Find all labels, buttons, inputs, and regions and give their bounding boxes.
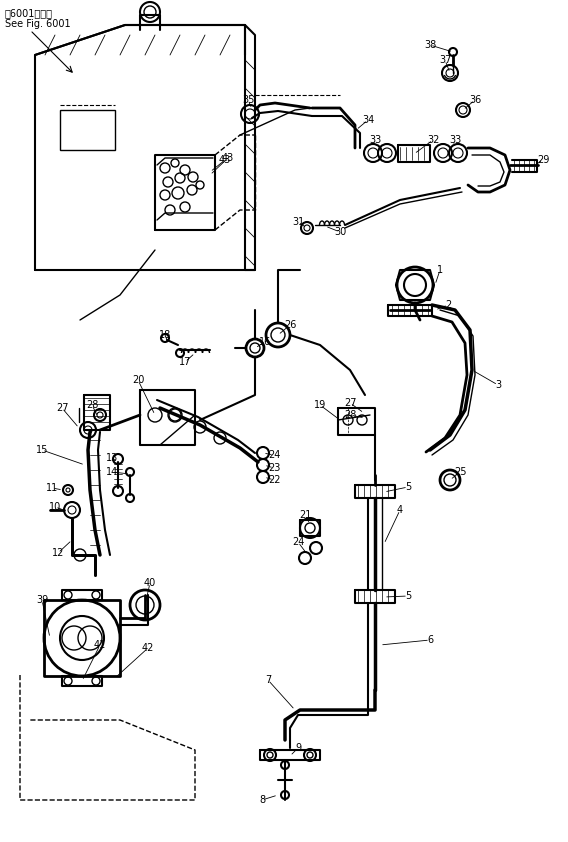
Text: 6: 6 <box>427 635 433 645</box>
Text: 第6001図参照: 第6001図参照 <box>5 8 53 18</box>
Text: 34: 34 <box>362 115 374 125</box>
Text: 4: 4 <box>397 505 403 515</box>
Text: 30: 30 <box>334 227 346 237</box>
Text: 2: 2 <box>445 300 451 310</box>
Text: 42: 42 <box>142 643 154 653</box>
Text: 35: 35 <box>242 95 254 105</box>
Text: 18: 18 <box>159 330 171 340</box>
Text: 27: 27 <box>344 398 356 408</box>
Text: 29: 29 <box>537 155 549 165</box>
Text: 20: 20 <box>132 375 144 385</box>
Text: 43: 43 <box>219 155 231 165</box>
Text: 26: 26 <box>284 320 296 330</box>
Text: 5: 5 <box>405 482 411 492</box>
Text: 7: 7 <box>265 675 271 685</box>
Text: 15: 15 <box>36 445 48 455</box>
Text: 41: 41 <box>94 640 106 650</box>
Text: 36: 36 <box>469 95 481 105</box>
Text: 28: 28 <box>86 400 98 410</box>
Text: 32: 32 <box>427 135 439 145</box>
Text: 12: 12 <box>52 548 64 558</box>
Text: 23: 23 <box>268 463 280 473</box>
Text: 21: 21 <box>299 510 311 520</box>
Text: 33: 33 <box>449 135 461 145</box>
Text: See Fig. 6001: See Fig. 6001 <box>5 19 70 29</box>
Text: 39: 39 <box>36 595 48 605</box>
Text: 33: 33 <box>369 135 381 145</box>
Text: 38: 38 <box>424 40 436 50</box>
Text: 9: 9 <box>295 743 301 753</box>
Text: 1: 1 <box>437 265 443 275</box>
Text: 19: 19 <box>314 400 326 410</box>
Text: 8: 8 <box>259 795 265 805</box>
Text: 28: 28 <box>344 410 356 420</box>
Text: 24: 24 <box>292 537 304 547</box>
Text: 11: 11 <box>46 483 58 493</box>
Text: 27: 27 <box>56 403 68 413</box>
Text: 3: 3 <box>495 380 501 390</box>
Text: 22: 22 <box>268 475 280 485</box>
Text: 31: 31 <box>292 217 304 227</box>
Text: 43: 43 <box>222 153 234 163</box>
Text: 13: 13 <box>106 453 118 463</box>
Text: 10: 10 <box>49 502 61 512</box>
Text: 16: 16 <box>259 337 271 347</box>
Text: 24: 24 <box>268 450 280 460</box>
Text: 5: 5 <box>405 591 411 601</box>
Text: 40: 40 <box>144 578 156 588</box>
Text: 17: 17 <box>179 357 191 367</box>
Text: 25: 25 <box>454 467 466 477</box>
Bar <box>60 110 115 150</box>
Text: 37: 37 <box>439 55 451 65</box>
Text: 14: 14 <box>106 467 118 477</box>
